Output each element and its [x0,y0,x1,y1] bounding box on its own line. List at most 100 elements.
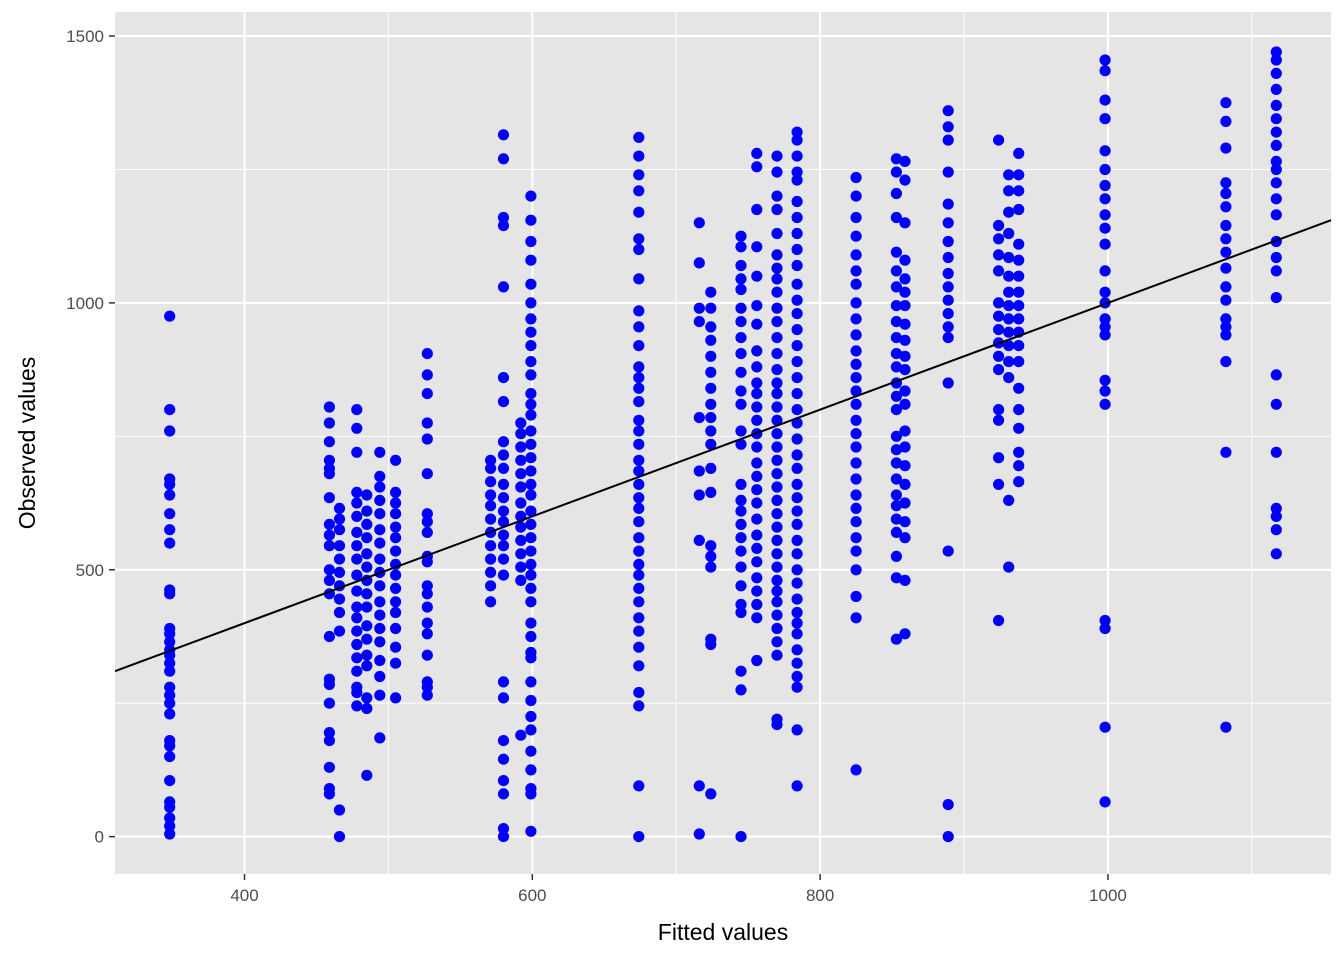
data-point [735,283,747,296]
data-point [693,302,705,314]
data-point [1099,145,1111,157]
data-point [771,521,783,533]
data-point [705,350,717,362]
data-point [323,518,335,531]
data-point [351,700,363,712]
data-point [850,457,862,469]
data-point [525,452,537,464]
x-axis-title: Fitted values [658,919,788,945]
data-point [1099,65,1111,77]
data-point [351,510,363,522]
data-point [525,545,537,557]
data-point [942,332,954,344]
data-point [497,129,510,141]
data-point [1099,329,1111,341]
data-point [485,454,497,466]
data-point [899,516,911,528]
data-point [942,235,954,248]
data-point [525,356,537,368]
data-point [1220,721,1232,733]
data-point [1013,238,1025,250]
data-point [850,441,862,453]
data-point [1270,446,1282,458]
data-point [735,230,747,242]
data-point [633,465,645,477]
data-point [1003,270,1015,282]
data-point [1220,115,1232,127]
data-point [515,729,527,741]
data-point [735,518,747,531]
data-point [1270,126,1282,138]
data-point [751,414,763,426]
data-point [633,660,645,672]
data-point [791,166,803,178]
data-point [525,558,537,571]
data-point [515,481,527,493]
data-point [890,246,903,258]
data-point [890,332,903,344]
data-point [1013,382,1025,394]
data-point [323,761,335,773]
data-point [693,217,705,229]
x-tick-label: 400 [230,886,258,905]
data-point [374,622,386,635]
data-point [942,321,954,333]
data-point [633,206,645,218]
data-point [497,219,510,232]
data-point [633,492,645,504]
data-point [1013,460,1025,472]
data-point [771,348,783,360]
data-point [1099,721,1111,733]
data-point [791,134,803,146]
data-point [525,745,537,757]
data-point [390,692,402,704]
data-point [1099,398,1111,410]
data-point [705,425,717,437]
data-point [791,628,803,640]
data-point [751,529,763,541]
data-point [993,233,1005,245]
data-point [771,468,783,480]
data-point [497,735,510,747]
data-point [323,540,335,552]
data-point [942,545,954,557]
data-point [751,612,763,624]
data-point [1099,94,1111,106]
data-point [771,596,783,608]
data-point [899,574,911,587]
data-point [374,732,386,744]
data-point [791,780,803,792]
data-point [374,580,386,592]
data-point [735,316,747,328]
data-point [850,278,862,290]
data-point [390,606,402,619]
data-point [890,316,903,328]
data-point [374,654,386,667]
data-point [899,385,911,397]
data-point [890,281,903,293]
data-point [993,364,1005,376]
data-point [525,478,537,490]
data-point [751,161,763,173]
data-point [164,657,176,669]
data-point [771,719,783,731]
data-point [993,414,1005,426]
data-point [374,537,386,549]
data-point [850,297,862,309]
data-point [705,366,717,378]
data-point [791,462,803,474]
data-point [771,166,783,178]
data-point [791,195,803,208]
data-point [791,593,803,605]
data-point [693,257,705,269]
data-point [735,348,747,360]
data-point [890,572,903,584]
data-point [351,569,363,581]
data-point [164,478,176,490]
data-point [1013,422,1025,434]
data-point [899,300,911,312]
data-point [791,505,803,517]
data-point [791,617,803,629]
data-point [525,388,537,400]
data-point [633,532,645,544]
